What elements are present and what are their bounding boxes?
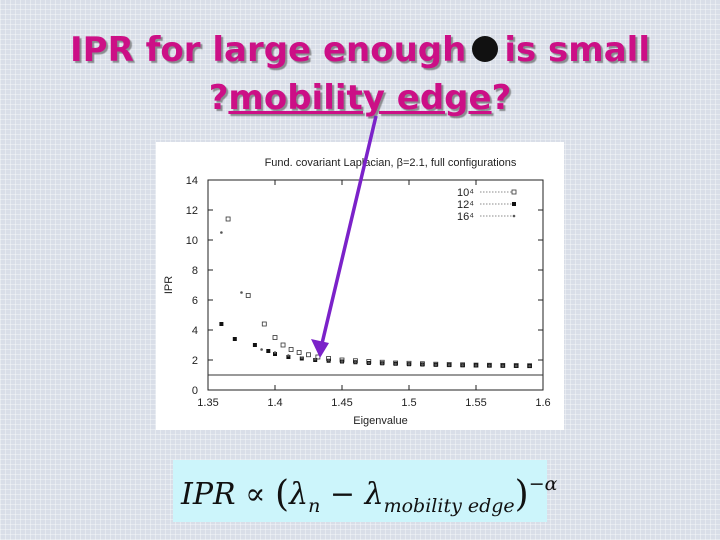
formula-lambda-edge: λ	[364, 477, 384, 512]
legend-label: 16⁴	[457, 211, 474, 223]
x-tick-label: 1.55	[465, 397, 486, 409]
data-point-series-1	[272, 335, 278, 340]
data-point-series-1	[261, 321, 267, 327]
legend-label: 12⁴	[457, 199, 474, 211]
title-text-b: is small	[504, 30, 650, 70]
title-line-2: ?mobility edge?	[0, 74, 720, 122]
formula-close-paren: )	[514, 474, 529, 515]
data-point-series-2	[266, 349, 271, 353]
y-tick-label: 8	[192, 265, 198, 277]
y-tick-label: 6	[192, 295, 198, 307]
data-point-series-1	[245, 293, 251, 298]
title-line-1: IPR for large enough is small	[0, 26, 720, 74]
x-tick-label: 1.5	[401, 397, 416, 409]
data-point-series-3	[327, 359, 330, 362]
data-point-series-3	[273, 351, 277, 354]
chart-panel: Fund. covariant Laplacian, β=2.1, full c…	[156, 142, 564, 430]
formula-lambda-n: λ	[289, 477, 309, 512]
formula-sub-n: n	[308, 495, 321, 517]
data-point-series-3	[501, 364, 505, 367]
data-point-series-2	[219, 322, 224, 326]
legend-marker	[512, 202, 516, 206]
formula-lhs: IPR	[181, 477, 236, 512]
title-question-mark-1: ?	[208, 78, 229, 118]
data-point-series-3	[300, 356, 304, 360]
data-point-series-3	[287, 354, 290, 357]
data-point-series-3	[407, 362, 411, 366]
data-point-series-3	[528, 364, 531, 368]
data-point-series-3	[380, 362, 384, 365]
x-tick-label: 1.45	[331, 397, 352, 409]
data-point-series-2	[232, 337, 237, 341]
title-mobility-edge: mobility edge	[228, 78, 492, 118]
data-point-series-2	[286, 355, 291, 359]
y-tick-label: 14	[186, 175, 198, 187]
legend-label: 10⁴	[457, 187, 474, 199]
y-axis-label: IPR	[163, 276, 175, 294]
slide-title: IPR for large enough is small ?mobility e…	[0, 26, 720, 122]
formula-box: IPR ∝ (λn − λmobility edge)−α	[173, 460, 557, 522]
y-tick-label: 4	[192, 325, 198, 337]
title-question-mark-2: ?	[491, 78, 512, 118]
data-point-series-3	[434, 363, 438, 367]
black-dot-icon	[472, 35, 499, 62]
data-point-series-3	[474, 364, 478, 367]
plot-frame	[207, 179, 544, 391]
formula-proportional: ∝	[245, 477, 266, 512]
data-point-series-3	[240, 291, 243, 294]
data-point-series-3	[367, 361, 371, 365]
data-point-series-3	[354, 360, 357, 364]
x-axis-label: Eigenvalue	[353, 415, 407, 427]
legend-marker	[511, 189, 517, 195]
y-tick-label: 10	[186, 235, 198, 247]
data-point-series-1	[296, 350, 302, 355]
formula-sub-edge: mobility edge	[383, 495, 515, 517]
legend-marker	[512, 214, 516, 218]
chart-title: Fund. covariant Laplacian, β=2.1, full c…	[265, 157, 517, 169]
ipr-chart: Fund. covariant Laplacian, β=2.1, full c…	[163, 157, 551, 427]
data-point-series-2	[252, 343, 257, 347]
y-tick-label: 2	[192, 355, 198, 367]
data-point-series-1	[225, 216, 231, 222]
data-point-series-3	[220, 231, 223, 234]
x-tick-label: 1.4	[267, 397, 282, 409]
data-point-series-2	[273, 352, 277, 356]
data-point-series-3	[447, 363, 451, 367]
data-point-series-3	[260, 348, 263, 351]
formula-open-paren: (	[275, 474, 290, 515]
formula: IPR ∝ (λn − λmobility edge)−α	[181, 472, 558, 517]
data-point-series-3	[461, 363, 464, 367]
data-point-series-3	[421, 363, 424, 366]
x-tick-label: 1.35	[197, 397, 218, 409]
data-point-series-3	[313, 357, 317, 361]
formula-exponent: −α	[528, 473, 558, 495]
data-point-series-3	[394, 362, 397, 366]
data-point-series-3	[488, 364, 491, 367]
x-tick-label: 1.6	[535, 397, 550, 409]
y-tick-label: 12	[186, 205, 198, 217]
data-point-series-1	[280, 342, 286, 348]
y-tick-label: 0	[192, 385, 198, 397]
data-point-series-1	[288, 347, 294, 352]
data-point-series-3	[340, 360, 344, 363]
data-point-series-3	[514, 364, 518, 368]
title-text-a: IPR for large enough	[70, 30, 467, 70]
data-point-series-1	[306, 352, 311, 358]
formula-minus: −	[329, 477, 356, 512]
